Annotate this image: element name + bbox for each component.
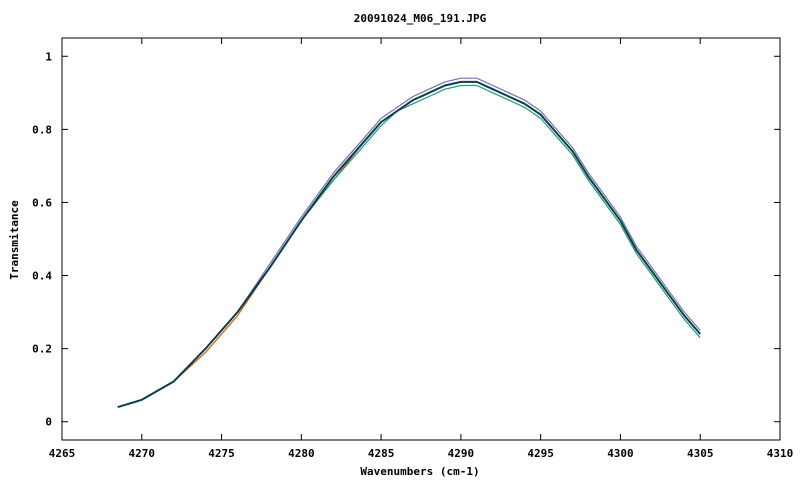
y-tick-label: 0.6 bbox=[32, 196, 52, 209]
series-layer bbox=[117, 77, 701, 409]
x-tick-label: 4285 bbox=[368, 447, 395, 460]
x-axis-ticks: 4265 4270 4275 4280 4285 4290 4295 4300 4305 4310 bbox=[49, 38, 794, 460]
y-tick-label: 0.4 bbox=[32, 270, 52, 283]
y-tick-label: 0 bbox=[45, 416, 52, 429]
series-line-4 bbox=[117, 80, 701, 409]
x-tick-label: 4265 bbox=[49, 447, 76, 460]
x-tick-label: 4270 bbox=[129, 447, 156, 460]
y-tick-label: 0.8 bbox=[32, 123, 52, 136]
x-tick-label: 4300 bbox=[607, 447, 634, 460]
x-tick-label: 4310 bbox=[767, 447, 794, 460]
x-tick-label: 4275 bbox=[208, 447, 235, 460]
y-tick-label: 0.2 bbox=[32, 343, 52, 356]
x-tick-label: 4305 bbox=[687, 447, 714, 460]
x-tick-label: 4280 bbox=[288, 447, 315, 460]
y-axis-ticks: 0 0.2 0.4 0.6 0.8 1 bbox=[32, 50, 780, 429]
x-tick-label: 4290 bbox=[448, 447, 475, 460]
plot-area-frame bbox=[61, 37, 781, 441]
x-tick-label: 4295 bbox=[527, 447, 554, 460]
series-line-2 bbox=[117, 84, 701, 408]
y-tick-label: 1 bbox=[45, 50, 52, 63]
series-line-3 bbox=[117, 77, 701, 408]
y-axis-label: Transmitance bbox=[8, 200, 21, 280]
x-axis-label: Wavenumbers (cm-1) bbox=[360, 465, 479, 478]
series-line-1 bbox=[117, 81, 701, 408]
chart-title: 20091024_M06_191.JPG bbox=[354, 12, 487, 25]
